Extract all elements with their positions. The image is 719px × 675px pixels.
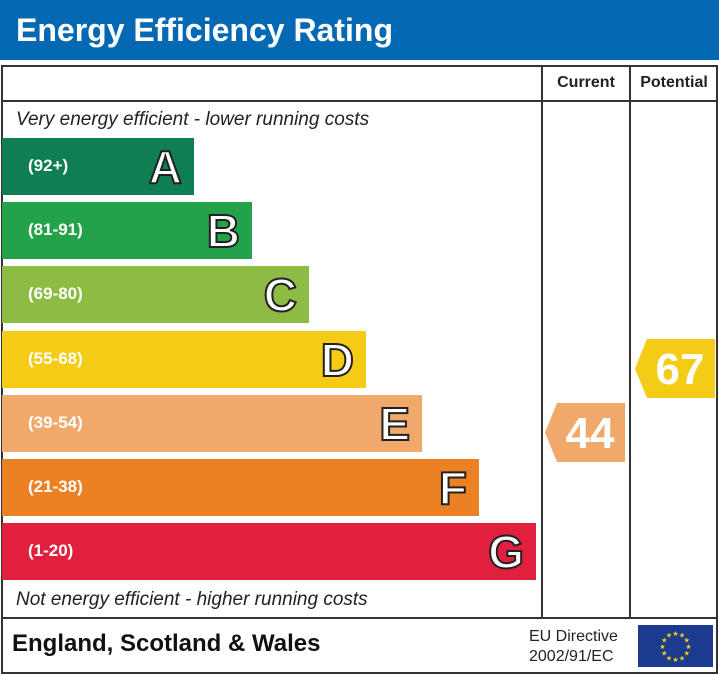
eu-flag-icon: ★ ★★★★★★★★★★★ [638, 625, 713, 667]
star-icon: ★ [679, 632, 685, 640]
band-letter: G [487, 525, 525, 579]
divider [1, 100, 718, 102]
star-icon: ★ [659, 643, 665, 651]
star-icon: ★ [679, 654, 685, 662]
band-e: (39-54) E [2, 395, 422, 452]
band-range: (39-54) [28, 413, 83, 432]
star-icon: ★ [672, 630, 678, 638]
band-letter: E [378, 397, 411, 451]
region-label: England, Scotland & Wales [12, 630, 321, 657]
band-range: (69-80) [28, 284, 83, 303]
star-icon: ★ [672, 656, 678, 664]
current-rating-arrow: 44 [545, 403, 625, 462]
bottom-note: Not energy efficient - higher running co… [16, 589, 368, 610]
star-icon: ★ [684, 650, 690, 658]
band-letter: A [148, 140, 183, 194]
band-range: (55-68) [28, 349, 83, 368]
column-header-potential: Potential [640, 74, 708, 91]
page-title: Energy Efficiency Rating [0, 0, 719, 60]
band-d: (55-68) D [2, 331, 366, 388]
top-note: Very energy efficient - lower running co… [16, 109, 370, 130]
divider [629, 65, 631, 618]
band-letter: B [206, 204, 241, 258]
band-c: (69-80) C [2, 266, 309, 323]
band-range: (92+) [28, 156, 69, 175]
band-range: (1-20) [28, 541, 74, 560]
band-letter: D [320, 333, 355, 387]
band-b: (81-91) B [2, 202, 252, 259]
potential-rating-arrow: 67 [635, 339, 715, 398]
star-icon: ★ [666, 632, 672, 640]
band-letter: C [263, 268, 298, 322]
star-icon: ★ [661, 637, 667, 645]
band-range: (21-38) [28, 477, 83, 496]
star-icon: ★ [685, 643, 691, 651]
band-f: (21-38) F [2, 459, 479, 516]
band-a: (92+) A [2, 138, 194, 195]
star-icon: ★ [661, 650, 667, 658]
band-g: (1-20) G [2, 523, 536, 580]
directive-line2: 2002/91/EC [529, 648, 614, 665]
divider [541, 65, 543, 618]
band-range: (81-91) [28, 220, 83, 239]
band-letter: F [438, 461, 468, 515]
divider [1, 617, 718, 619]
directive-line1: EU Directive [529, 628, 618, 645]
star-icon: ★ [666, 654, 672, 662]
column-header-current: Current [557, 74, 615, 91]
eu-directive: EU Directive 2002/91/EC [529, 627, 618, 667]
star-icon: ★ [684, 637, 690, 645]
